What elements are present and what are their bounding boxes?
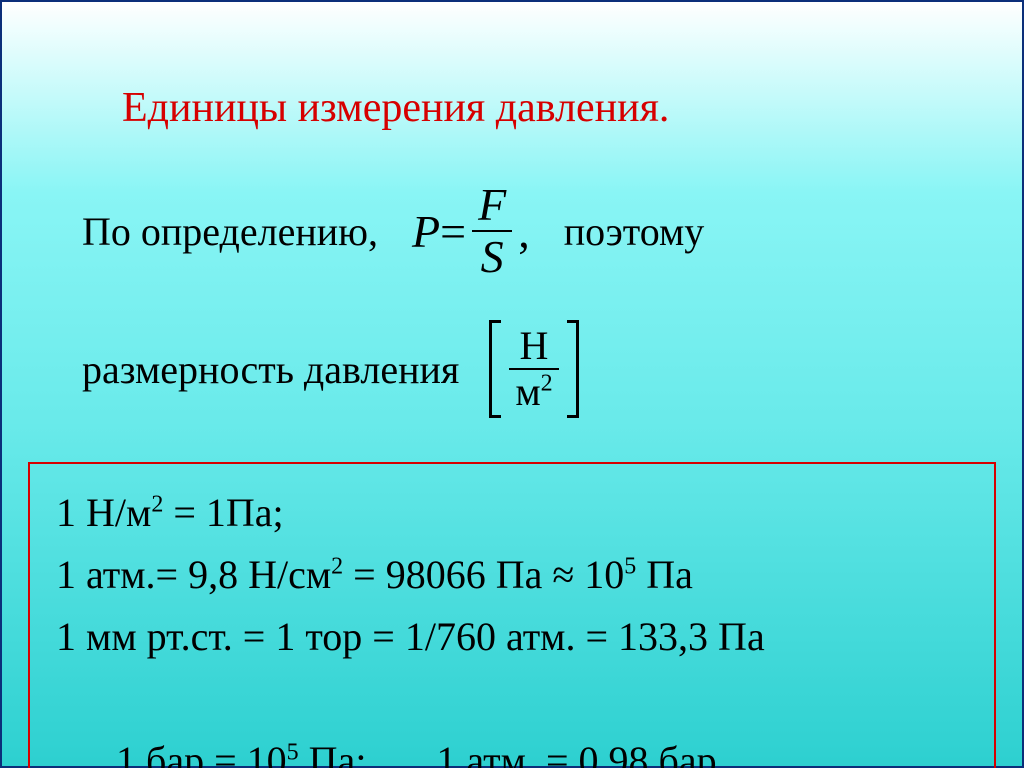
l1sup: 2: [151, 492, 163, 518]
l4a: 1 бар = 10: [116, 738, 287, 768]
l2sup2: 5: [624, 554, 636, 580]
left-bracket-icon: [489, 320, 501, 418]
slide: Единицы измерения давления. По определен…: [0, 0, 1024, 768]
conversion-line-2: 1 атм.= 9,8 Н/см2 = 98066 Па ≈ 105 Па: [56, 544, 968, 606]
dimension-label: размерность давления: [82, 346, 459, 393]
l2b: = 98066 Па ≈ 10: [343, 552, 624, 597]
definition-line: По определению, P = F S , поэтому: [82, 182, 704, 280]
slide-title: Единицы измерения давления.: [122, 84, 669, 132]
fraction-denominator-S: S: [475, 232, 510, 280]
l1a: 1 Н/м: [56, 490, 151, 535]
conversion-line-3: 1 мм рт.ст. = 1 тор = 1/760 атм. = 133,3…: [56, 606, 968, 668]
l1b: = 1Па;: [163, 490, 283, 535]
l4sup: 5: [287, 740, 299, 766]
dimension-bracket-group: Н м2: [489, 320, 578, 418]
definition-tail: поэтому: [564, 208, 705, 255]
conversion-line-4: 1 бар = 105 Па; 1 атм. = 0,98 бар.: [56, 668, 968, 768]
dimension-numerator: Н: [514, 326, 555, 368]
conversion-line-1: 1 Н/м2 = 1Па;: [56, 482, 968, 544]
dimension-denominator: м2: [509, 370, 558, 412]
l4b: Па; 1 атм. = 0,98 бар.: [299, 738, 727, 768]
formula-comma: ,: [518, 205, 530, 258]
l2c: Па: [636, 552, 693, 597]
l2a: 1 атм.= 9,8 Н/см: [56, 552, 331, 597]
dimension-den-sup: 2: [541, 371, 553, 397]
dimension-line: размерность давления Н м2: [82, 320, 579, 418]
conversion-box: 1 Н/м2 = 1Па; 1 атм.= 9,8 Н/см2 = 98066 …: [28, 462, 996, 768]
definition-lead: По определению,: [82, 208, 378, 255]
equals-sign: =: [440, 205, 466, 258]
right-bracket-icon: [567, 320, 579, 418]
dimension-fraction: Н м2: [501, 320, 566, 418]
formula-P: P: [412, 205, 440, 258]
fraction-numerator-F: F: [472, 182, 512, 230]
dimension-den-base: м: [515, 369, 540, 414]
l2sup1: 2: [331, 554, 343, 580]
formula-fraction: F S: [472, 182, 512, 280]
